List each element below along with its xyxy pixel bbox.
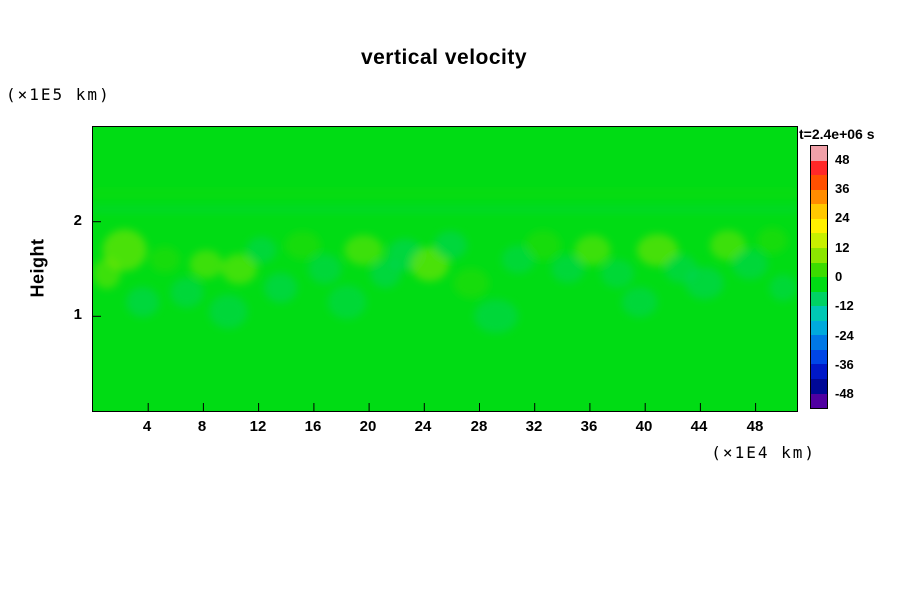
colorbar-tick-label: 48 [835, 152, 850, 167]
x-axis-unit-label: (×1E4 km) [711, 443, 816, 462]
colorbar-tick-label: 36 [835, 181, 850, 196]
colorbar-segment [811, 189, 827, 205]
x-axis-ticks: 4 8 12 16 20 24 28 32 36 40 44 48 [0, 418, 900, 438]
x-tick-label: 20 [359, 418, 377, 435]
colorbar-segment [811, 320, 827, 336]
colorbar-segment [811, 291, 827, 307]
y-tick-label: 1 [73, 306, 82, 323]
y-axis-unit-label: (×1E5 km) [6, 85, 111, 104]
colorbar-segment [811, 364, 827, 379]
x-tick-label: 48 [746, 418, 764, 435]
colorbar-segment [811, 218, 827, 234]
colorbar-tick-label: -24 [835, 328, 854, 343]
colorbar-segment [811, 262, 827, 278]
heatmap-svg [93, 127, 797, 411]
colorbar-tick-label: 12 [835, 240, 850, 255]
heatmap-plot-area [92, 126, 798, 412]
x-tick-label: 8 [197, 418, 207, 435]
x-tick-label: 12 [249, 418, 267, 435]
colorbar [810, 145, 828, 409]
x-tick-label: 40 [635, 418, 653, 435]
x-tick-label: 28 [470, 418, 488, 435]
colorbar-time-label: t=2.4e+06 s [799, 126, 875, 142]
colorbar-segment [811, 393, 827, 409]
colorbar-tick-label: -48 [835, 386, 854, 401]
x-tick-label: 24 [414, 418, 432, 435]
colorbar-segment [811, 379, 827, 394]
x-tick-label: 44 [690, 418, 708, 435]
y-tick-label: 2 [73, 212, 82, 229]
colorbar-tick-label: 0 [835, 269, 843, 284]
colorbar-segment [811, 160, 827, 176]
x-tick-label: 16 [304, 418, 322, 435]
colorbar-tick-label: 24 [835, 210, 850, 225]
x-tick-label: 32 [525, 418, 543, 435]
colorbar-segment [811, 335, 827, 350]
colorbar-tick-label: -36 [835, 357, 854, 372]
colorbar-tick-label: -12 [835, 298, 854, 313]
colorbar-segment [811, 233, 827, 248]
colorbar-segment [811, 277, 827, 292]
chart-title: vertical velocity [360, 46, 528, 69]
colorbar-segment [811, 306, 827, 321]
colorbar-segment [811, 175, 827, 190]
x-tick-label: 36 [580, 418, 598, 435]
colorbar-segment [811, 146, 827, 161]
colorbar-segment [811, 204, 827, 219]
colorbar-segment [811, 349, 827, 365]
x-tick-label: 4 [142, 418, 152, 435]
colorbar-segment [811, 247, 827, 263]
